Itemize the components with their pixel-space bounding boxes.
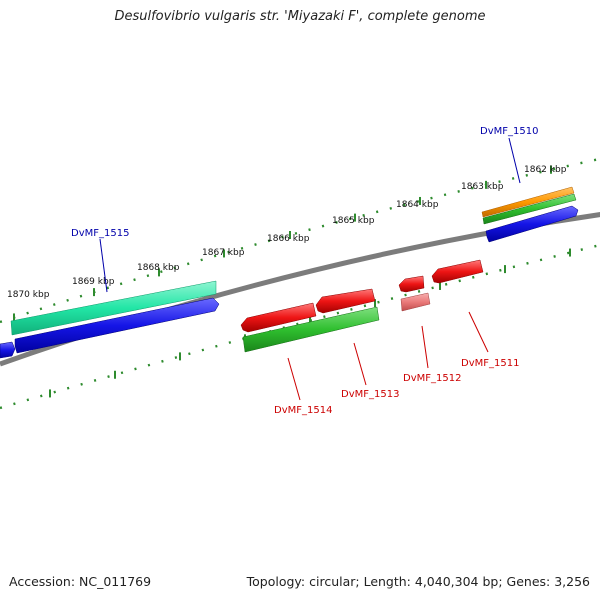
tick-label-1870: 1870 kbp: [7, 290, 50, 300]
cds-DvMF_1515[interactable]: [14, 297, 220, 354]
gene-DvMF_1510-orange[interactable]: [481, 186, 575, 218]
label-DvMF_1513: DvMF_1513: [341, 389, 399, 400]
label-DvMF_1514: DvMF_1514: [274, 405, 332, 416]
forward-strand-features: [0, 186, 579, 359]
label-DvMF_1512: DvMF_1512: [403, 373, 461, 384]
label-leaders: [99, 137, 521, 401]
label-DvMF_1515: DvMF_1515: [71, 228, 129, 239]
cds-left-fragment[interactable]: [0, 341, 16, 359]
cds-DvMF_1514[interactable]: [240, 302, 317, 333]
cds-DvMF_1512[interactable]: [398, 275, 425, 293]
gene-labels: DvMF_1510 DvMF_1515 DvMF_1511 DvMF_1512 …: [71, 126, 538, 416]
accession-text: Accession: NC_011769: [9, 574, 152, 589]
gene-DvMF_1515[interactable]: [10, 280, 217, 336]
map-title: Desulfovibrio vulgaris str. 'Miyazaki F'…: [114, 9, 486, 24]
cds-DvMF_1511[interactable]: [431, 259, 484, 284]
tick-label-1866: 1866 kbp: [267, 234, 310, 244]
cds-DvMF_1510[interactable]: [485, 205, 579, 243]
genome-summary-text: Topology: circular; Length: 4,040,304 bp…: [246, 574, 590, 589]
label-DvMF_1511: DvMF_1511: [461, 358, 519, 369]
tick-label-1869: 1869 kbp: [72, 277, 115, 287]
outer-ruler: [0, 157, 600, 324]
cds-DvMF_1513[interactable]: [315, 288, 376, 314]
ruler-tick-labels: 1862 kbp 1863 kbp 1864 kbp 1865 kbp 1866…: [7, 165, 567, 300]
gene-DvMF_1513-1514[interactable]: [242, 306, 380, 353]
tick-label-1863: 1863 kbp: [461, 182, 504, 192]
tick-label-1862: 1862 kbp: [524, 165, 567, 175]
label-DvMF_1510: DvMF_1510: [480, 126, 538, 137]
tick-label-1864: 1864 kbp: [396, 200, 439, 210]
gene-DvMF_1512[interactable]: [400, 292, 431, 312]
tick-label-1867: 1867 kbp: [202, 248, 245, 258]
tick-label-1865: 1865 kbp: [332, 216, 375, 226]
tick-label-1868: 1868 kbp: [137, 263, 180, 273]
gene-DvMF_1510-green[interactable]: [482, 193, 577, 225]
reverse-strand-features: [240, 259, 484, 353]
